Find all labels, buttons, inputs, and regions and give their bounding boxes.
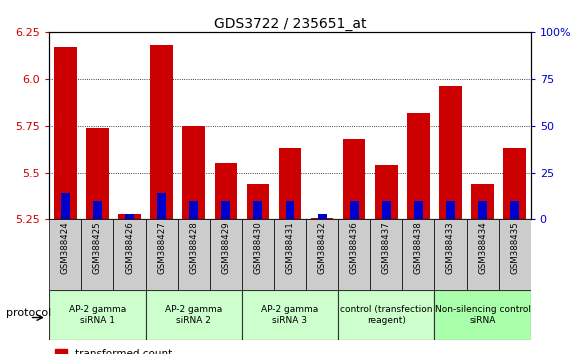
Bar [370,219,403,290]
Text: GSM388438: GSM388438 [414,222,423,274]
Bar [414,201,423,219]
Bar [49,219,81,290]
Text: control (transfection
reagent): control (transfection reagent) [340,306,433,325]
Text: protocol: protocol [6,308,51,318]
Bar [177,219,210,290]
Bar [183,126,205,219]
Text: GSM388428: GSM388428 [189,222,198,274]
Bar [434,290,531,340]
Bar [434,219,466,290]
Text: GSM388433: GSM388433 [446,222,455,274]
Bar [93,201,102,219]
Bar [382,201,391,219]
Bar [306,219,338,290]
Bar [318,214,327,219]
Text: Non-silencing control
siRNA: Non-silencing control siRNA [434,306,531,325]
Text: GSM388437: GSM388437 [382,222,391,274]
Text: GSM388425: GSM388425 [93,222,102,274]
Text: GSM388431: GSM388431 [285,222,295,274]
Bar [274,219,306,290]
Bar [86,127,108,219]
Bar [439,86,462,219]
Bar [350,201,358,219]
Title: GDS3722 / 235651_at: GDS3722 / 235651_at [214,17,366,31]
Bar [446,201,455,219]
Bar [118,214,141,219]
Bar [215,163,237,219]
Legend: transformed count, percentile rank within the sample: transformed count, percentile rank withi… [55,349,251,354]
Bar [279,148,301,219]
Bar [338,219,370,290]
Bar [499,219,531,290]
Bar [478,201,487,219]
Bar [253,201,262,219]
Bar [510,201,519,219]
Text: GSM388426: GSM388426 [125,222,134,274]
Bar [242,290,338,340]
Bar [114,219,146,290]
Bar [466,219,499,290]
Bar [343,139,365,219]
Bar [189,201,198,219]
Bar [49,290,146,340]
Bar [503,148,526,219]
Text: GSM388434: GSM388434 [478,222,487,274]
Text: AP-2 gamma
siRNA 2: AP-2 gamma siRNA 2 [165,306,222,325]
Text: GSM388429: GSM388429 [222,222,230,274]
Bar [403,219,434,290]
Text: GSM388435: GSM388435 [510,222,519,274]
Bar [54,47,77,219]
Bar [81,219,114,290]
Bar [285,201,295,219]
Bar [150,45,173,219]
Bar [125,214,134,219]
Text: GSM388427: GSM388427 [157,222,166,274]
Text: GSM388436: GSM388436 [350,222,358,274]
Bar [146,290,242,340]
Text: GSM388430: GSM388430 [253,222,262,274]
Bar [222,201,230,219]
Bar [210,219,242,290]
Bar [311,218,333,219]
Text: GSM388432: GSM388432 [318,222,327,274]
Bar [242,219,274,290]
Bar [246,184,269,219]
Bar [146,219,177,290]
Text: AP-2 gamma
siRNA 1: AP-2 gamma siRNA 1 [69,306,126,325]
Bar [338,290,434,340]
Bar [472,184,494,219]
Text: AP-2 gamma
siRNA 3: AP-2 gamma siRNA 3 [262,306,318,325]
Bar [407,113,430,219]
Bar [61,193,70,219]
Bar [375,165,397,219]
Text: GSM388424: GSM388424 [61,222,70,274]
Bar [157,193,166,219]
